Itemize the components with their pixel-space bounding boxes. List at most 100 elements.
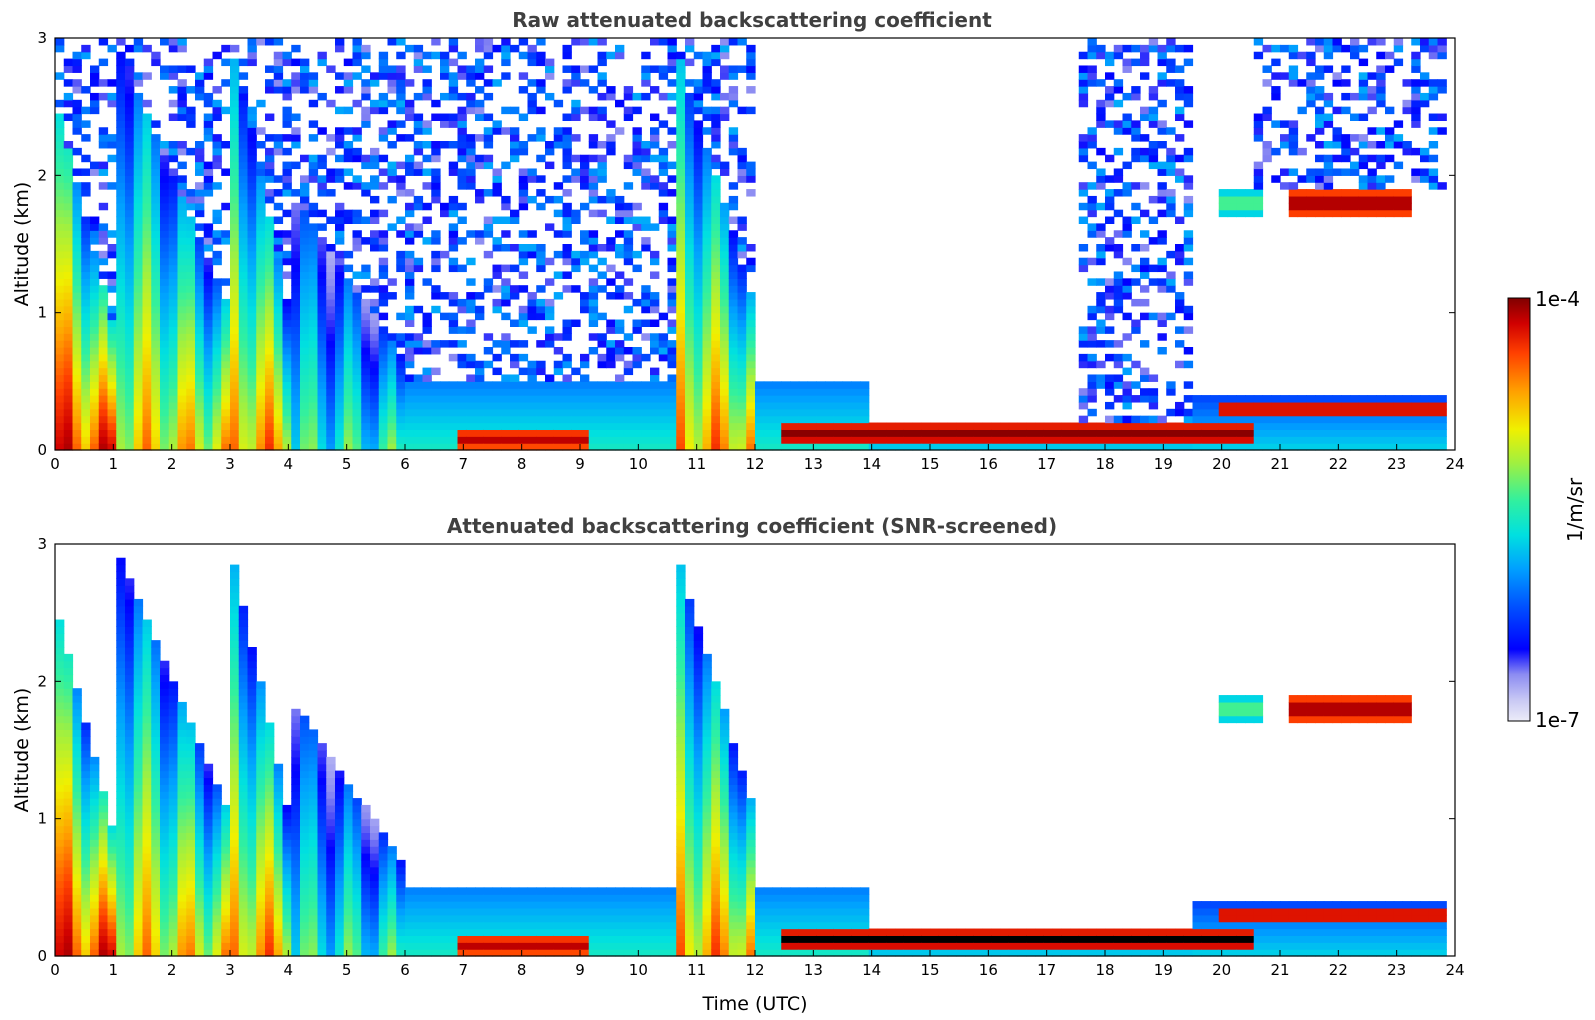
heatmap-cell bbox=[973, 436, 984, 444]
heatmap-cell bbox=[230, 223, 240, 231]
heatmap-cell bbox=[352, 44, 362, 53]
heatmap-cell bbox=[1332, 189, 1342, 197]
heatmap-cell bbox=[501, 292, 511, 300]
heatmap-cell bbox=[1122, 367, 1132, 376]
heatmap-cell bbox=[291, 79, 301, 87]
heatmap-cell bbox=[422, 120, 432, 128]
heatmap-cell bbox=[151, 750, 161, 758]
heatmap-cell bbox=[1183, 58, 1194, 67]
heatmap-cell bbox=[212, 216, 222, 224]
heatmap-cell bbox=[1358, 189, 1369, 197]
heatmap-cell bbox=[650, 113, 660, 121]
heatmap-cell bbox=[632, 429, 642, 437]
heatmap-cell bbox=[685, 92, 695, 101]
heatmap-cell bbox=[606, 141, 616, 149]
heatmap-cell bbox=[1236, 209, 1246, 218]
heatmap-cell bbox=[545, 58, 555, 67]
heatmap-cell bbox=[90, 360, 100, 369]
heatmap-cell bbox=[116, 395, 126, 403]
heatmap-cell bbox=[658, 120, 669, 128]
heatmap-cell bbox=[1376, 51, 1386, 60]
heatmap-cell bbox=[81, 415, 91, 424]
heatmap-cell bbox=[335, 381, 345, 389]
heatmap-cell bbox=[116, 120, 126, 128]
heatmap-cell bbox=[125, 647, 135, 655]
heatmap-cell bbox=[693, 250, 704, 259]
heatmap-cell bbox=[1428, 38, 1439, 46]
heatmap-cell bbox=[1411, 429, 1421, 437]
heatmap-cell bbox=[431, 230, 441, 238]
heatmap-cell bbox=[448, 257, 459, 266]
heatmap-cell bbox=[1253, 182, 1264, 190]
heatmap-cell bbox=[151, 51, 161, 60]
heatmap-cell bbox=[562, 86, 572, 94]
heatmap-cell bbox=[405, 429, 415, 437]
heatmap-cell bbox=[536, 106, 546, 115]
heatmap-cell bbox=[308, 353, 319, 362]
heatmap-cell bbox=[772, 388, 782, 396]
heatmap-cell bbox=[842, 443, 852, 451]
heatmap-cell bbox=[221, 305, 231, 314]
heatmap-cell bbox=[1341, 422, 1351, 430]
heatmap-cell bbox=[685, 367, 695, 376]
heatmap-cell bbox=[72, 429, 82, 437]
heatmap-cell bbox=[632, 216, 642, 224]
heatmap-cell bbox=[361, 154, 371, 163]
heatmap-cell bbox=[90, 381, 100, 389]
heatmap-cell bbox=[1236, 195, 1246, 204]
heatmap-cell bbox=[623, 154, 634, 163]
heatmap-cell bbox=[711, 347, 721, 355]
heatmap-cell bbox=[273, 175, 284, 183]
heatmap-cell bbox=[448, 237, 459, 245]
heatmap-cell bbox=[1166, 195, 1176, 204]
heatmap-cell bbox=[72, 388, 82, 396]
heatmap-cell bbox=[160, 147, 170, 156]
heatmap-cell bbox=[98, 887, 109, 895]
heatmap-cell bbox=[55, 415, 65, 424]
heatmap-cell bbox=[352, 127, 362, 135]
heatmap-cell bbox=[125, 626, 135, 634]
heatmap-cell bbox=[125, 134, 135, 142]
heatmap-cell bbox=[693, 154, 704, 163]
heatmap-cell bbox=[711, 127, 721, 135]
heatmap-cell bbox=[361, 436, 371, 444]
heatmap-cell bbox=[448, 388, 459, 396]
heatmap-cell bbox=[151, 134, 161, 142]
heatmap-cell bbox=[1323, 422, 1334, 430]
heatmap-cell bbox=[1376, 141, 1386, 149]
heatmap-cell bbox=[63, 756, 74, 765]
heatmap-cell bbox=[1341, 168, 1351, 176]
heatmap-cell bbox=[702, 285, 712, 293]
heatmap-cell bbox=[1393, 161, 1404, 170]
heatmap-cell bbox=[676, 223, 686, 231]
heatmap-cell bbox=[370, 422, 380, 430]
heatmap-cell bbox=[422, 312, 432, 321]
heatmap-cell bbox=[177, 422, 187, 430]
heatmap-cell bbox=[63, 401, 74, 410]
heatmap-cell bbox=[693, 257, 704, 266]
heatmap-cell bbox=[405, 44, 415, 53]
heatmap-cell bbox=[291, 113, 301, 121]
heatmap-cell bbox=[265, 223, 275, 231]
heatmap-cell bbox=[1341, 408, 1351, 417]
heatmap-cell bbox=[588, 305, 599, 314]
heatmap-cell bbox=[658, 436, 669, 444]
heatmap-cell bbox=[720, 237, 730, 245]
heatmap-cell bbox=[63, 237, 74, 245]
heatmap-cell bbox=[282, 381, 292, 389]
heatmap-cell bbox=[1411, 415, 1421, 424]
heatmap-cell bbox=[63, 804, 74, 813]
heatmap-cell bbox=[378, 92, 389, 101]
heatmap-cell bbox=[63, 161, 74, 170]
heatmap-cell bbox=[1306, 79, 1316, 87]
heatmap-cell bbox=[343, 401, 354, 410]
heatmap-cell bbox=[370, 340, 380, 348]
heatmap-cell bbox=[256, 223, 266, 231]
heatmap-cell bbox=[448, 223, 459, 231]
heatmap-cell bbox=[763, 381, 774, 389]
heatmap-cell bbox=[370, 401, 380, 410]
heatmap-cell bbox=[562, 250, 572, 259]
heatmap-cell bbox=[177, 415, 187, 424]
heatmap-cell bbox=[1358, 79, 1369, 87]
heatmap-cell bbox=[212, 278, 222, 286]
